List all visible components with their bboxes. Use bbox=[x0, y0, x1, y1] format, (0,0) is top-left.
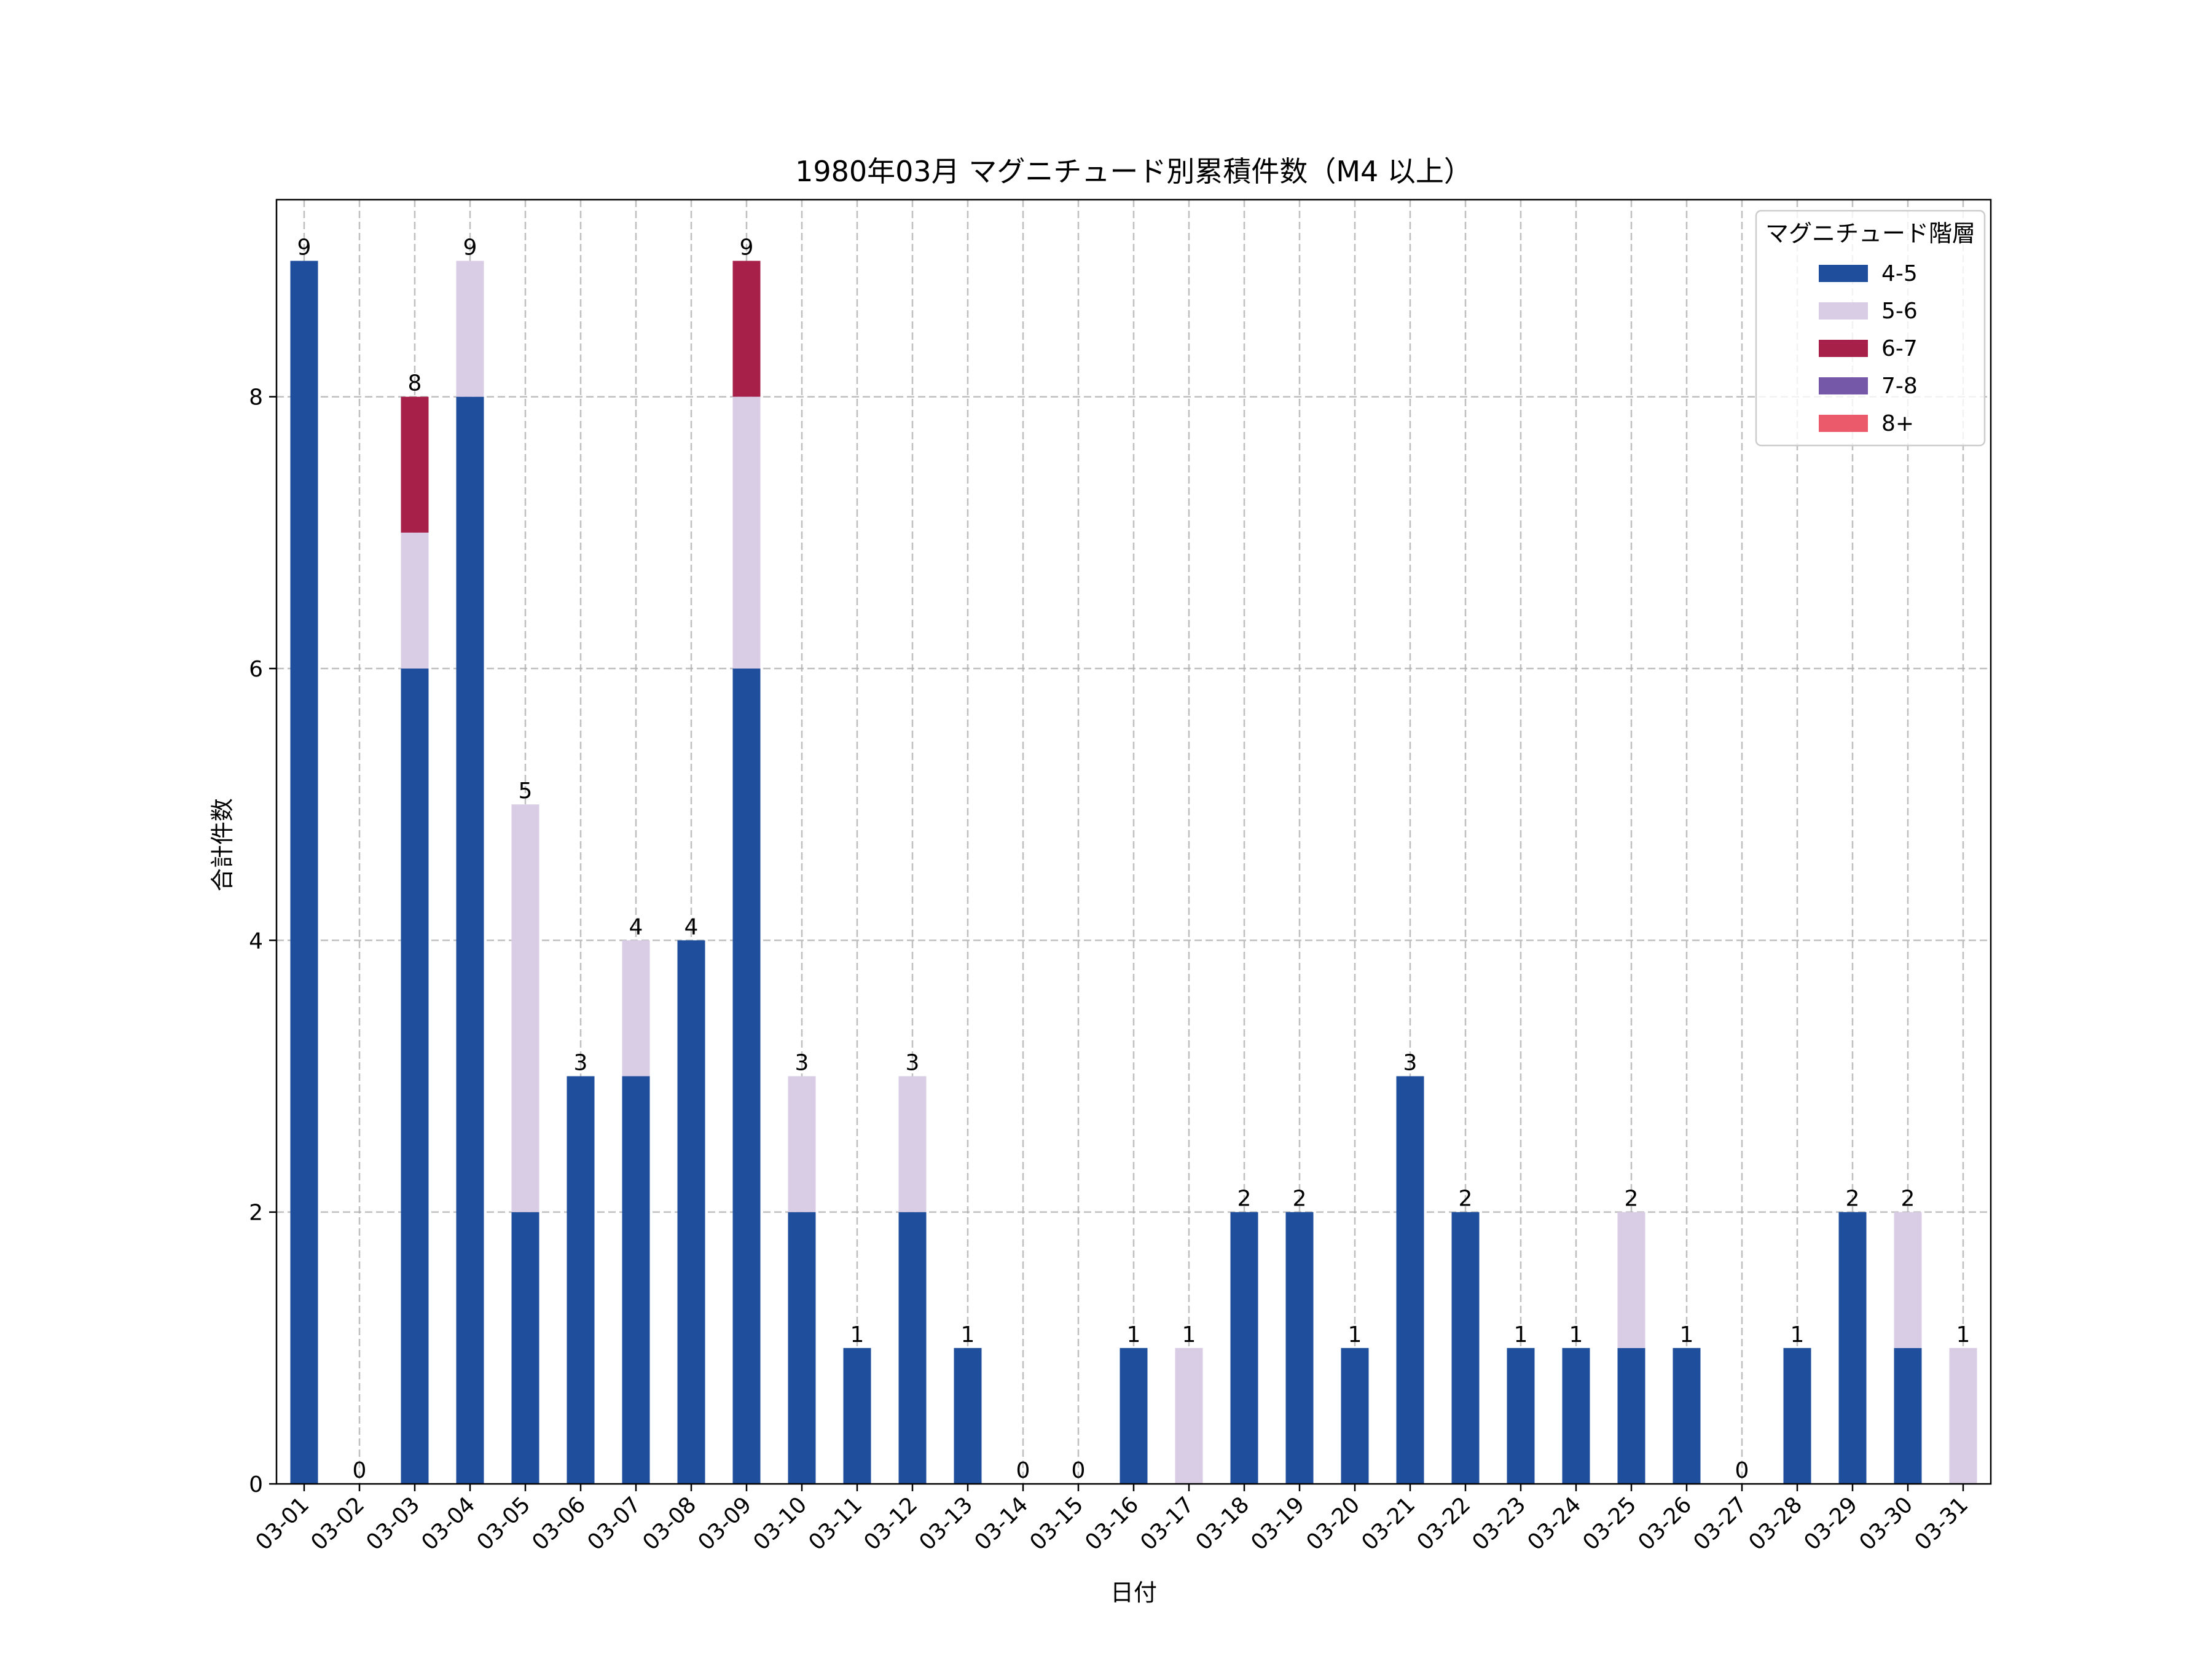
bar-segment bbox=[788, 1076, 816, 1212]
bar-segment bbox=[622, 1076, 650, 1484]
y-tick-label: 0 bbox=[249, 1472, 263, 1497]
bar-total-label: 2 bbox=[1293, 1186, 1307, 1212]
bar-total-label: 1 bbox=[1127, 1322, 1141, 1347]
bar-total-label: 8 bbox=[408, 371, 422, 396]
legend-items: 4-5 5-6 6-7 7-8 8+ bbox=[1819, 261, 1918, 436]
bar-total-label: 0 bbox=[1016, 1458, 1030, 1483]
bar-segment bbox=[1285, 1212, 1314, 1484]
bars bbox=[290, 261, 1977, 1484]
bar-segment bbox=[788, 1212, 816, 1484]
bar-total-label: 0 bbox=[1072, 1458, 1086, 1483]
bar-total-label: 1 bbox=[1790, 1322, 1805, 1347]
legend-swatch bbox=[1819, 377, 1868, 394]
bar-segment bbox=[1341, 1347, 1369, 1484]
legend-title: マグニチュード階層 bbox=[1765, 220, 1975, 247]
bar-segment bbox=[954, 1347, 982, 1484]
bar-segment bbox=[732, 396, 761, 669]
legend-label: 8+ bbox=[1881, 411, 1914, 436]
bar-segment bbox=[1396, 1076, 1424, 1484]
legend-label: 6-7 bbox=[1881, 336, 1918, 361]
bar-segment bbox=[1562, 1347, 1590, 1484]
bar-segment bbox=[401, 669, 429, 1484]
legend: マグニチュード階層 4-5 5-6 6-7 7-8 8+ bbox=[1755, 210, 1986, 447]
bar-segment bbox=[1894, 1347, 1922, 1484]
bar-total-label: 0 bbox=[1735, 1458, 1749, 1483]
bar-segment bbox=[1949, 1347, 1977, 1484]
bar-segment bbox=[1120, 1347, 1148, 1484]
y-tick-label: 8 bbox=[249, 385, 263, 410]
bar-total-label: 1 bbox=[1514, 1322, 1528, 1347]
bar-segment bbox=[898, 1212, 927, 1484]
legend-label: 7-8 bbox=[1881, 374, 1918, 399]
bar-segment bbox=[1175, 1347, 1203, 1484]
bar-segment bbox=[677, 940, 705, 1484]
bar-segment bbox=[456, 396, 484, 1484]
bar-total-label: 4 bbox=[629, 914, 643, 939]
bar-total-label: 0 bbox=[353, 1458, 367, 1483]
bar-total-label: 9 bbox=[297, 235, 312, 261]
bar-total-label: 1 bbox=[1348, 1322, 1362, 1347]
bar-segment bbox=[898, 1076, 927, 1212]
bar-total-label: 1 bbox=[1956, 1322, 1971, 1347]
legend-label: 4-5 bbox=[1881, 261, 1918, 286]
y-axis-label: 合計件数 bbox=[209, 798, 236, 892]
bar-segment bbox=[401, 532, 429, 669]
bar-segment bbox=[1507, 1347, 1535, 1484]
bar-segment bbox=[290, 261, 318, 1484]
bar-segment bbox=[1617, 1212, 1645, 1348]
bar-total-label: 5 bbox=[519, 779, 533, 804]
bar-total-label: 1 bbox=[1182, 1322, 1196, 1347]
bar-total-label: 1 bbox=[961, 1322, 975, 1347]
bar-segment bbox=[1673, 1347, 1701, 1484]
bar-total-label: 3 bbox=[906, 1051, 920, 1076]
bar-total-label: 2 bbox=[1846, 1186, 1860, 1212]
bar-segment bbox=[1230, 1212, 1258, 1484]
bar-segment bbox=[1617, 1347, 1645, 1484]
legend-swatch bbox=[1819, 302, 1868, 320]
bar-segment bbox=[401, 396, 429, 533]
bar-total-label: 2 bbox=[1237, 1186, 1252, 1212]
bar-segment bbox=[732, 669, 761, 1484]
legend-swatch bbox=[1819, 340, 1868, 357]
legend-box bbox=[1755, 210, 1986, 447]
chart-title: 1980年03月 マグニチュード別累積件数（M4 以上） bbox=[795, 155, 1472, 188]
bar-segment bbox=[1451, 1212, 1480, 1484]
bar-total-label: 4 bbox=[684, 914, 699, 939]
bar-segment bbox=[622, 940, 650, 1077]
bar-total-label: 3 bbox=[795, 1051, 809, 1076]
bar-total-label: 9 bbox=[463, 235, 477, 261]
bar-segment bbox=[511, 804, 539, 1212]
legend-swatch bbox=[1819, 415, 1868, 432]
x-axis-label: 日付 bbox=[1110, 1579, 1157, 1606]
bar-total-label: 3 bbox=[1403, 1051, 1418, 1076]
y-tick-label: 6 bbox=[249, 657, 263, 682]
bar-segment bbox=[732, 261, 761, 397]
bar-total-label: 2 bbox=[1901, 1186, 1915, 1212]
y-ticks: 0 2 4 6 8 bbox=[249, 385, 276, 1497]
bar-total-label: 2 bbox=[1459, 1186, 1473, 1212]
y-tick-label: 4 bbox=[249, 928, 263, 954]
bar-segment bbox=[567, 1076, 595, 1484]
y-tick-label: 2 bbox=[249, 1201, 263, 1226]
bar-total-label: 2 bbox=[1625, 1186, 1639, 1212]
bar-total-label: 1 bbox=[850, 1322, 865, 1347]
bar-segment bbox=[1783, 1347, 1811, 1484]
bar-segment bbox=[511, 1212, 539, 1484]
bar-segment bbox=[843, 1347, 871, 1484]
bar-total-label: 9 bbox=[740, 235, 754, 261]
legend-swatch bbox=[1819, 265, 1868, 282]
bar-segment bbox=[1894, 1212, 1922, 1348]
bar-total-label: 1 bbox=[1680, 1322, 1694, 1347]
legend-label: 5-6 bbox=[1881, 299, 1918, 324]
bar-labels: 9 0 8 9 5 3 4 4 9 3 1 3 1 0 0 1 1 2 2 1 3 2 1 1 2 1 0 1 2 2 1 bbox=[297, 235, 1971, 1483]
bar-total-label: 3 bbox=[574, 1051, 588, 1076]
bar-segment bbox=[456, 261, 484, 397]
bar-total-label: 1 bbox=[1569, 1322, 1583, 1347]
bar-segment bbox=[1838, 1212, 1867, 1484]
